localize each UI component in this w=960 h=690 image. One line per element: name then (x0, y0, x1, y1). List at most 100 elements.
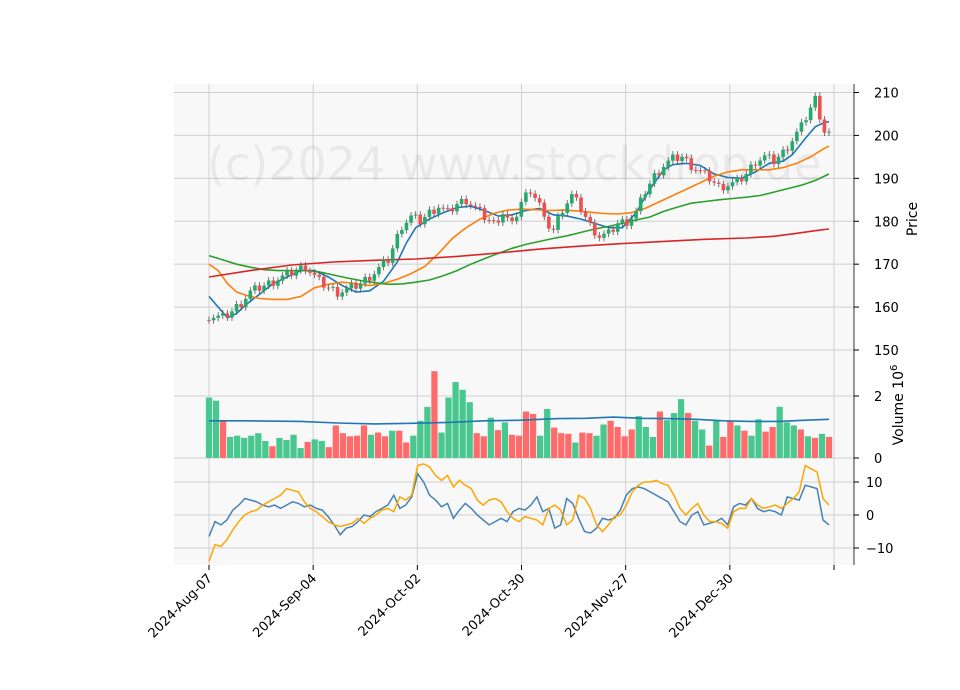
x-tick-label: 2024-Aug-07 (146, 571, 216, 641)
candle-body (395, 233, 400, 249)
volume-bar (304, 441, 311, 458)
candle-body (413, 214, 418, 216)
watermark-text: (c)2024 www.stockdrop.de (207, 137, 822, 191)
candle-body (739, 178, 744, 182)
indicator-y-tick-label: 0 (866, 509, 874, 524)
candle-body (322, 276, 326, 288)
indicator-line-1 (208, 472, 830, 537)
candle-body (303, 265, 308, 271)
candle-body (827, 131, 831, 133)
candle-body (542, 202, 547, 217)
candle-body (312, 272, 317, 275)
candle-body (459, 198, 464, 205)
candle-body (225, 313, 230, 318)
volume-bar (508, 434, 516, 458)
candle-body (446, 207, 450, 209)
candle-body (537, 198, 542, 203)
candle-body (427, 209, 432, 217)
moving-average-line-3 (208, 173, 830, 286)
volume-bar (586, 433, 593, 458)
volume-bar (297, 448, 304, 458)
volume-y-tick-label: 0 (874, 452, 882, 467)
volume-bar (367, 434, 375, 458)
candle-body (496, 220, 501, 223)
candle-body (423, 216, 427, 225)
volume-bar (241, 437, 248, 458)
volume-bar (219, 420, 227, 458)
candle-body (671, 154, 675, 161)
candle-body (583, 211, 588, 217)
candle-body (790, 141, 795, 151)
candle-body (266, 280, 271, 286)
candle-body (602, 233, 606, 238)
volume-bar (353, 435, 361, 458)
volume-bar (692, 420, 699, 458)
candle-body (473, 205, 478, 207)
price-y-tick-label: 150 (874, 344, 899, 359)
candle-body (574, 193, 579, 198)
candle-body (533, 193, 537, 199)
candle-body (666, 160, 671, 167)
price-axis-title: Price (905, 202, 921, 236)
volume-bar (403, 442, 410, 458)
candle-body (257, 285, 262, 291)
candle-body (652, 173, 657, 184)
volume-bar (522, 411, 530, 458)
candle-body (501, 214, 505, 223)
candle-body (726, 186, 730, 191)
volume-bar (318, 440, 325, 458)
volume-y-tick-label: 2 (874, 390, 882, 405)
volume-bar (269, 446, 276, 458)
price-y-tick-label: 200 (874, 129, 899, 144)
volume-bar (818, 433, 826, 458)
volume-bar (825, 436, 833, 458)
candle-body (638, 197, 643, 212)
candle-body (772, 154, 776, 165)
candle-body (565, 203, 570, 213)
candle-body (776, 156, 781, 165)
candle-body (432, 209, 436, 214)
candle-body (694, 169, 698, 171)
volume-bar (811, 437, 819, 458)
volume-bar (713, 420, 720, 458)
volume-bar (614, 427, 621, 458)
candle-body (657, 173, 661, 176)
candle-body (243, 298, 248, 308)
volume-bar (360, 425, 368, 458)
candle-body (524, 192, 528, 202)
volume-bar (783, 422, 790, 458)
candle-body (799, 122, 804, 132)
candle-body (712, 181, 716, 183)
indicator-lines (208, 463, 830, 562)
candle-body (409, 215, 413, 223)
candle-body (744, 174, 749, 182)
price-y-tick-label: 160 (874, 301, 899, 316)
volume-bar (487, 417, 494, 458)
volume-bar (663, 420, 671, 458)
volume-bar (797, 429, 804, 458)
candle-body (758, 160, 762, 166)
volume-bar (684, 413, 692, 458)
candle-body (262, 285, 266, 291)
candle-body (216, 315, 220, 318)
volume-bar (607, 420, 614, 458)
candle-body (514, 216, 519, 222)
candle-body (450, 208, 455, 212)
candle-body (680, 156, 684, 161)
candle-body (248, 290, 253, 299)
volume-bar (332, 425, 339, 458)
candle-body (735, 178, 739, 183)
candle-body (441, 207, 446, 209)
volume-average-line (209, 416, 830, 425)
volume-bar (551, 427, 558, 458)
candle-body (207, 319, 211, 321)
candle-body (381, 259, 386, 267)
candle-body (643, 194, 648, 198)
candle-body (570, 193, 574, 204)
candle-body (271, 280, 276, 286)
volume-bar (741, 430, 748, 458)
candle-body (510, 217, 514, 222)
volume-bar (438, 432, 445, 458)
volume-bar (727, 420, 734, 458)
